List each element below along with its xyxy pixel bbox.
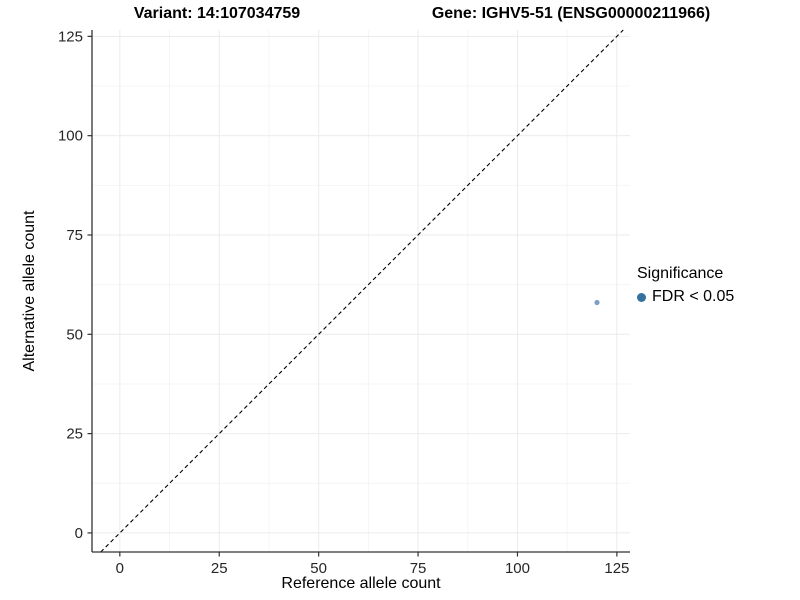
svg-text:100: 100 [58,128,83,145]
point-swatch-icon [637,292,646,302]
svg-text:100: 100 [505,560,530,577]
legend-item: FDR < 0.05 [637,288,734,306]
legend-item-label: FDR < 0.05 [652,288,735,305]
x-axis-label: Reference allele count [281,575,441,592]
variant-title: Variant: 14:107034759 [133,5,301,22]
svg-text:50: 50 [310,560,327,577]
svg-text:125: 125 [58,28,83,45]
svg-text:125: 125 [604,560,629,577]
svg-text:25: 25 [66,426,83,443]
legend-title: Significance [637,265,724,282]
gene-title: Gene: IGHV5-51 (ENSG00000211966) [431,5,711,22]
y-axis-label: Alternative allele count [21,210,38,372]
svg-text:75: 75 [410,560,427,577]
svg-text:0: 0 [116,560,124,577]
svg-text:50: 50 [66,326,83,343]
svg-text:25: 25 [211,560,228,577]
svg-text:0: 0 [75,525,83,542]
legend: Significance FDR < 0.05 [637,265,734,306]
svg-text:75: 75 [66,227,83,244]
